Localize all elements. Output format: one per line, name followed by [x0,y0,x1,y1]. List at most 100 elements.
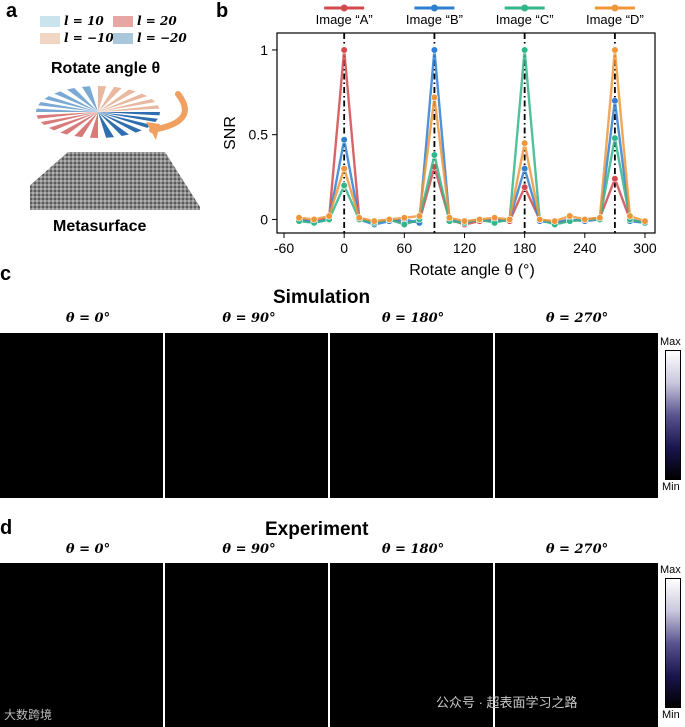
series-0-point [611,175,619,183]
disk-segment [98,89,136,112]
series-3-point [340,164,348,173]
x-tick-label: 300 [633,240,657,256]
panel-c-label: c [0,263,12,285]
series-3-point [611,46,619,54]
disk-segment [54,91,98,112]
disk-segment [74,112,98,138]
metasurface-label: Metasurface [53,218,147,235]
exp-image-180 [330,563,493,727]
disk-segment [98,86,107,112]
simulation-title: Simulation [273,287,371,308]
series-3-point [475,215,484,224]
series-0-point [521,183,529,191]
series-3-point [370,217,378,225]
sim-colorbar-min: Min [662,481,680,493]
legend-swatch-l10 [40,16,60,27]
disk-segment [36,112,98,119]
rotation-arrow [149,91,188,133]
exp-colorbar-min: Min [662,709,680,721]
metasurface-illustration [30,86,200,210]
sim-angle-180: θ = 180° [381,311,445,326]
sim-image-270 [495,333,658,498]
legend-label-lm20: l = −20 [137,31,187,45]
disk-segment [48,112,98,131]
disk-segment [89,112,98,138]
sim-colorbar [665,350,681,480]
y-tick-label: 1 [260,42,268,58]
peak-legend-marker-3 [611,4,619,12]
sim-image-180 [330,333,493,498]
legend-label-l20: l = 20 [137,14,177,28]
series-2-point [430,151,439,159]
disk-segment [67,87,98,112]
peak-legend-marker-1 [430,4,438,12]
disk-segment [98,86,122,112]
series-3-point [385,215,393,224]
disk-segment [38,102,98,112]
peak-legend-marker-0 [340,4,348,12]
x-tick-label: -60 [274,240,294,256]
x-tick-label: 180 [513,240,537,256]
exp-image-0 [0,563,163,727]
series-3-point [295,214,303,222]
series-3-point [581,215,589,224]
disk-segment [98,112,158,122]
series-1-point [340,136,348,144]
disk-segment [98,112,129,137]
series-0-point [340,46,348,54]
series-3-point [641,217,649,225]
x-axis-label: Rotate angle θ (°) [409,262,535,279]
series-3-point [490,214,499,222]
panel-a-label: a [6,0,18,22]
snr-chart: -60 0 60 120 180 240 300 0 0.5 1 Rotate angle θ (°… [222,4,657,279]
legend-swatch-lm10 [40,33,60,44]
series-3-point [400,214,408,222]
series-3-point [325,212,333,220]
series-3-point [626,212,634,220]
y-axis-label: SNR [222,116,239,150]
watermark-right: 公众号 · 超表面学习之路 [436,695,578,710]
disk-segment [36,108,98,112]
disk-segment [98,112,152,128]
peak-legend-label: Image “C” [496,12,554,27]
exp-colorbar-max: Max [660,564,681,576]
panel-b-label: b [216,0,229,22]
rotating-disk [36,86,160,138]
sim-angle-0: θ = 0° [65,311,111,326]
peak-legend-label: Image “A” [316,12,373,27]
series-2-point [400,220,408,229]
sim-image-90 [165,333,328,498]
series-2-point [340,181,348,190]
x-tick-label: 0 [340,240,348,256]
series-3-point [460,217,469,225]
series-3-point [536,215,544,224]
exp-angle-90: θ = 90° [222,542,276,557]
disk-segment [98,112,115,138]
series-3-point [551,217,559,225]
x-tick-label: 120 [453,240,477,256]
series-2-point [521,46,529,54]
y-tick-label: 0.5 [249,127,269,143]
exp-image-270 [495,563,658,727]
disk-segment [98,105,160,112]
series-3-point [521,139,529,147]
peak-legend-label: Image “B” [406,12,463,27]
disk-segment [81,86,98,112]
sim-angle-90: θ = 90° [222,311,276,326]
series-1-point [611,97,619,105]
rotate-angle-label: Rotate angle θ [51,60,161,77]
disk-segment [98,99,156,112]
series-3-point [566,212,574,220]
watermark-left: 大数跨境 [4,708,53,722]
x-tick-label: 240 [573,240,597,256]
exp-angle-0: θ = 0° [65,542,111,557]
legend-swatch-l20 [113,16,133,27]
panel-d-label: d [0,517,13,539]
disk-segment [98,112,160,116]
exp-image-90 [165,563,328,727]
series-3-point [430,93,439,102]
disk-segment [98,112,142,133]
series-2-point [611,134,619,142]
y-tick-label: 0 [260,211,268,227]
series-3-point [596,214,604,222]
